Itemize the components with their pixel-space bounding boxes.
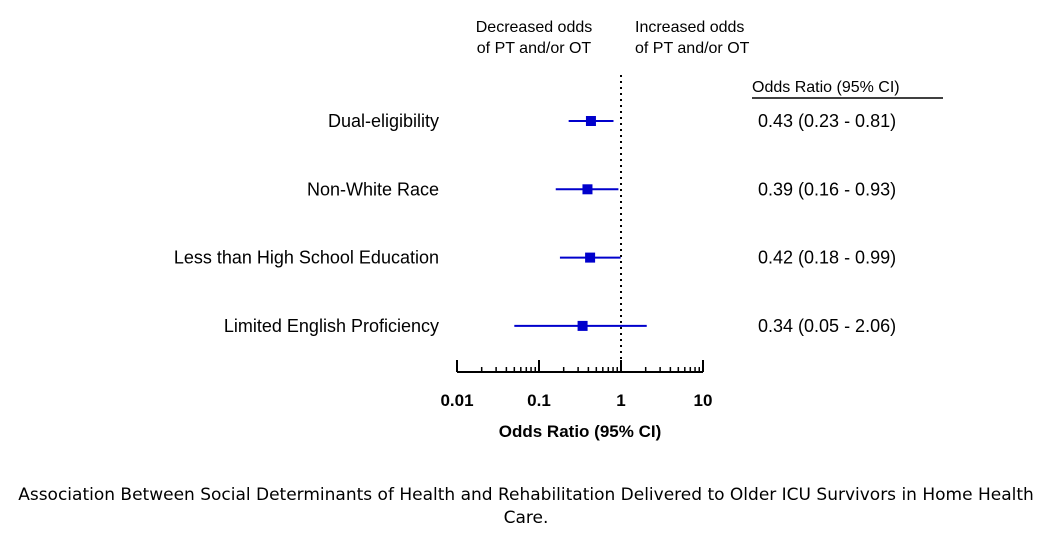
row-label: Dual-eligibility [328, 111, 439, 131]
x-tick-label: 0.01 [440, 391, 473, 410]
row-or-text: 0.34 (0.05 - 2.06) [758, 316, 896, 336]
row-or-text: 0.43 (0.23 - 0.81) [758, 111, 896, 131]
x-tick-label: 0.1 [527, 391, 551, 410]
figure-caption: Association Between Social Determinants … [18, 485, 1034, 528]
point-estimate-marker [577, 320, 588, 331]
row-or-text: 0.39 (0.16 - 0.93) [758, 179, 896, 199]
header-left-line-1: Decreased odds [476, 19, 593, 36]
forest-plot: Decreased odds of PT and/or OT Increased… [174, 19, 943, 441]
point-estimate-marker [585, 252, 596, 263]
row-or-text: 0.42 (0.18 - 0.99) [758, 248, 896, 268]
row-label: Less than High School Education [174, 248, 439, 268]
row-label: Limited English Proficiency [224, 316, 439, 336]
table-header: Odds Ratio (95% CI) [752, 79, 900, 96]
header-right-line-1: Increased odds [635, 19, 744, 36]
x-tick-label: 1 [616, 391, 625, 410]
header-left-line-2: of PT and/or OT [477, 40, 592, 57]
header-right-line-2: of PT and/or OT [635, 40, 750, 57]
x-axis-title: Odds Ratio (95% CI) [499, 422, 661, 441]
x-tick-label: 10 [694, 391, 713, 410]
point-estimate-marker [582, 184, 593, 195]
row-label: Non-White Race [307, 179, 439, 199]
point-estimate-marker [585, 116, 596, 126]
